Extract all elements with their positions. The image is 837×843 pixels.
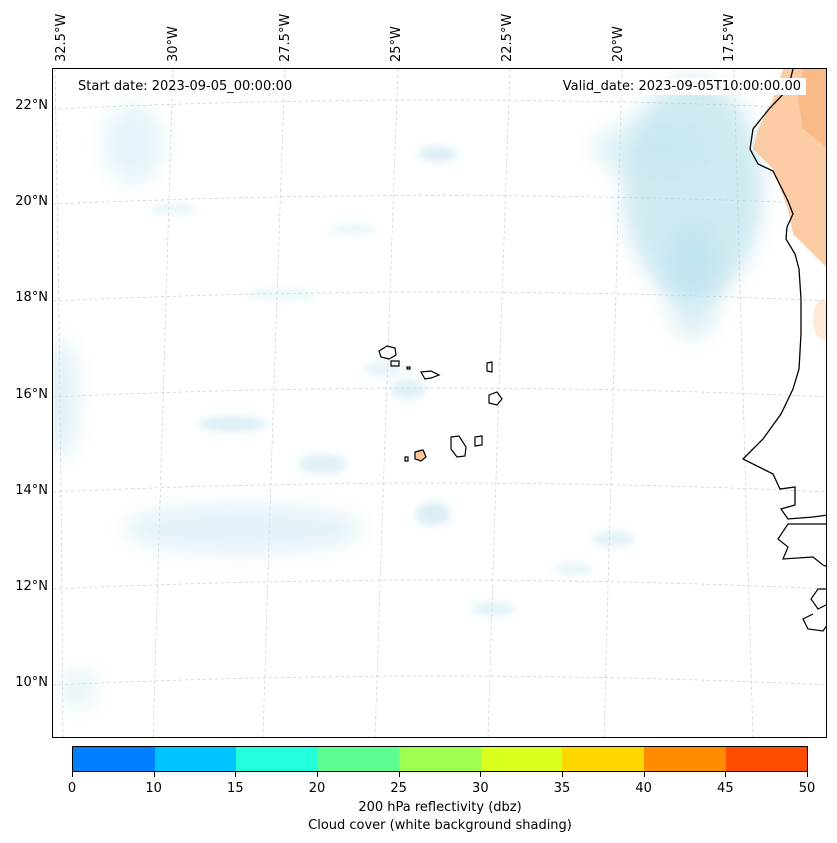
map-frame: Start date: 2023-09-05_00:00:00 Valid_da… (52, 68, 827, 738)
latitude-tick-label: 22°N (15, 98, 48, 113)
longitude-tick-label: 27.5°W (278, 13, 293, 62)
island-boa-vista (488, 391, 503, 406)
latitude-tick-label: 12°N (15, 579, 48, 594)
colorbar-tick-mark (235, 772, 237, 777)
cape-verde-islands (378, 345, 503, 462)
cloud-shading (53, 79, 763, 709)
africa-coastline-south (777, 523, 826, 632)
colorbar-tick-label: 0 (67, 781, 77, 796)
colorbar-segment (480, 747, 563, 771)
colorbar-tick-label: 20 (308, 781, 326, 796)
colorbar-segment (154, 747, 237, 771)
island-brava (404, 456, 409, 462)
island-santa-luzia (406, 366, 411, 370)
island-santiago (450, 435, 467, 458)
colorbar-tick-mark (480, 772, 482, 777)
colorbar-tick-label: 30 (472, 781, 489, 796)
colorbar-tick-label: 45 (717, 781, 734, 796)
colorbar-tick-mark (398, 772, 400, 777)
colorbar-segment (399, 747, 481, 771)
island-sal (486, 361, 493, 373)
latitude-tick-label: 16°N (15, 387, 48, 402)
latitude-tick-label: 10°N (15, 675, 48, 690)
longitude-tick-label: 32.5°W (54, 13, 69, 62)
longitude-tick-label: 20°W (611, 26, 626, 62)
colorbar-label-line2: Cloud cover (white background shading) (308, 818, 572, 833)
colorbar-segment (73, 747, 155, 771)
colorbar-tick-label: 35 (553, 781, 571, 796)
island-fogo (414, 449, 427, 462)
colorbar-tick-label: 50 (798, 781, 816, 796)
island-santo-antao (378, 345, 397, 360)
latitude-tick-label: 18°N (15, 290, 48, 305)
longitude-tick-label: 22.5°W (500, 13, 515, 62)
longitude-tick-label: 30°W (166, 26, 181, 62)
colorbar-segment (236, 747, 318, 771)
island-sao-nicolau (420, 370, 441, 380)
colorbar (72, 746, 808, 772)
colorbar-label-line1: 200 hPa reflectivity (dbz) (358, 800, 522, 815)
map-canvas (53, 69, 826, 737)
colorbar-tick-mark (72, 772, 73, 777)
island-maio (474, 435, 483, 447)
longitude-tick-label: 17.5°W (722, 13, 737, 62)
colorbar-segment (725, 747, 808, 771)
colorbar-tick-label: 25 (390, 781, 407, 796)
colorbar-segment (643, 747, 726, 771)
latitude-tick-label: 20°N (15, 194, 48, 209)
latitude-tick-label: 14°N (15, 483, 48, 498)
island-sao-vicente (390, 360, 400, 367)
colorbar-tick-mark (317, 772, 318, 777)
start-date-label: Start date: 2023-09-05_00:00:00 (73, 78, 298, 95)
colorbar-segment (317, 747, 400, 771)
colorbar-tick-label: 15 (227, 781, 244, 796)
colorbar-tick-mark (643, 772, 645, 777)
colorbar-tick-label: 10 (145, 781, 162, 796)
colorbar-tick-mark (562, 772, 563, 777)
colorbar-tick-mark (725, 772, 727, 777)
valid-date-label: Valid_date: 2023-09-05T10:00:00.00 (557, 78, 806, 95)
colorbar-tick-mark (807, 772, 808, 777)
africa-coastline (741, 69, 826, 520)
colorbar-tick-label: 40 (635, 781, 652, 796)
colorbar-segment (562, 747, 644, 771)
colorbar-tick-mark (153, 772, 155, 777)
longitude-tick-label: 25°W (389, 26, 404, 62)
